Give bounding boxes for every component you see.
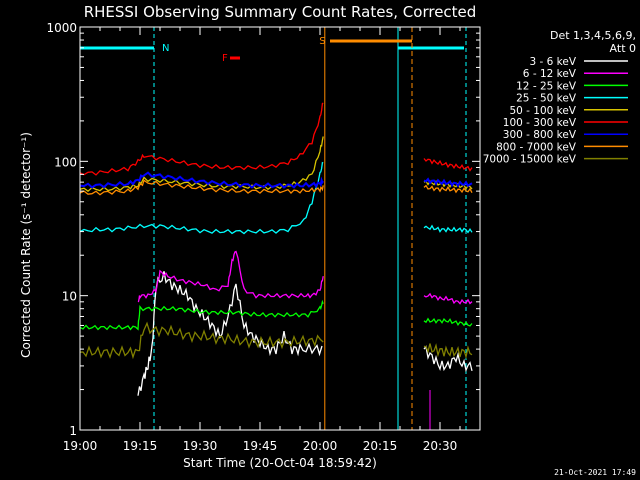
legend-label: 100 - 300 keV — [503, 117, 577, 129]
series-line-1 — [423, 292, 473, 305]
x-tick-label: 19:15 — [123, 439, 158, 453]
chart-title: RHESSI Observing Summary Count Rates, Co… — [84, 3, 477, 21]
legend-label: 50 - 100 keV — [509, 105, 576, 117]
y-tick-label: 10 — [62, 290, 77, 304]
axes: 19:00 19:15 19:30 19:45 20:00 20:15 20:30 1 10 10… — [46, 21, 481, 453]
series-line-2 — [423, 317, 473, 327]
series-line-6 — [79, 171, 325, 189]
plot-frame — [79, 26, 481, 431]
series-line-7 — [79, 179, 324, 196]
series-line-5 — [423, 158, 473, 172]
series-line-8 — [79, 321, 324, 360]
legend-label: 800 - 7000 keV — [496, 141, 577, 153]
x-tick-label: 19:00 — [63, 439, 98, 453]
y-tick-label: 100 — [54, 155, 77, 169]
x-axis-label: Start Time (20-Oct-04 18:59:42) — [183, 456, 377, 470]
flag-label-s: S — [319, 36, 325, 47]
legend-label: 3 - 6 keV — [529, 56, 576, 68]
series-line-8 — [423, 343, 473, 360]
x-tick-label: 20:30 — [423, 439, 458, 453]
series-line-1 — [137, 250, 324, 303]
x-tick-label: 19:45 — [243, 439, 278, 453]
flag-label-f: F — [222, 53, 228, 64]
series-line-7 — [423, 184, 473, 194]
legend-label: 12 - 25 keV — [516, 80, 577, 92]
plot-overlays: N F S — [79, 27, 467, 430]
series-line-6 — [423, 177, 473, 188]
series-line-0 — [137, 271, 323, 396]
generation-timestamp: 21-Oct-2021 17:49 — [554, 468, 636, 477]
legend-header-line1: Det 1,3,4,5,6,9, — [550, 29, 636, 42]
y-axis-label: Corrected Count Rate (s⁻¹ detector⁻¹) — [19, 132, 33, 358]
x-tick-label: 20:15 — [363, 439, 398, 453]
series-line-5 — [79, 102, 324, 176]
series-line-2 — [79, 299, 324, 331]
series-line-3 — [423, 224, 473, 234]
x-tick-label: 19:30 — [183, 439, 218, 453]
x-tick-label: 20:00 — [303, 439, 338, 453]
legend-label: 25 - 50 keV — [516, 93, 577, 105]
legend-label: 300 - 800 keV — [503, 129, 577, 141]
series-line-3 — [79, 161, 324, 235]
legend-label: 6 - 12 keV — [523, 68, 577, 80]
series-line-0 — [423, 345, 473, 373]
legend-header-line2: Att 0 — [610, 42, 636, 55]
series-layer — [79, 102, 473, 396]
flag-label-n: N — [162, 43, 169, 54]
legend-label: 7000 - 15000 keV — [483, 154, 577, 166]
y-tick-label: 1 — [69, 424, 77, 438]
y-tick-label: 1000 — [46, 21, 77, 35]
